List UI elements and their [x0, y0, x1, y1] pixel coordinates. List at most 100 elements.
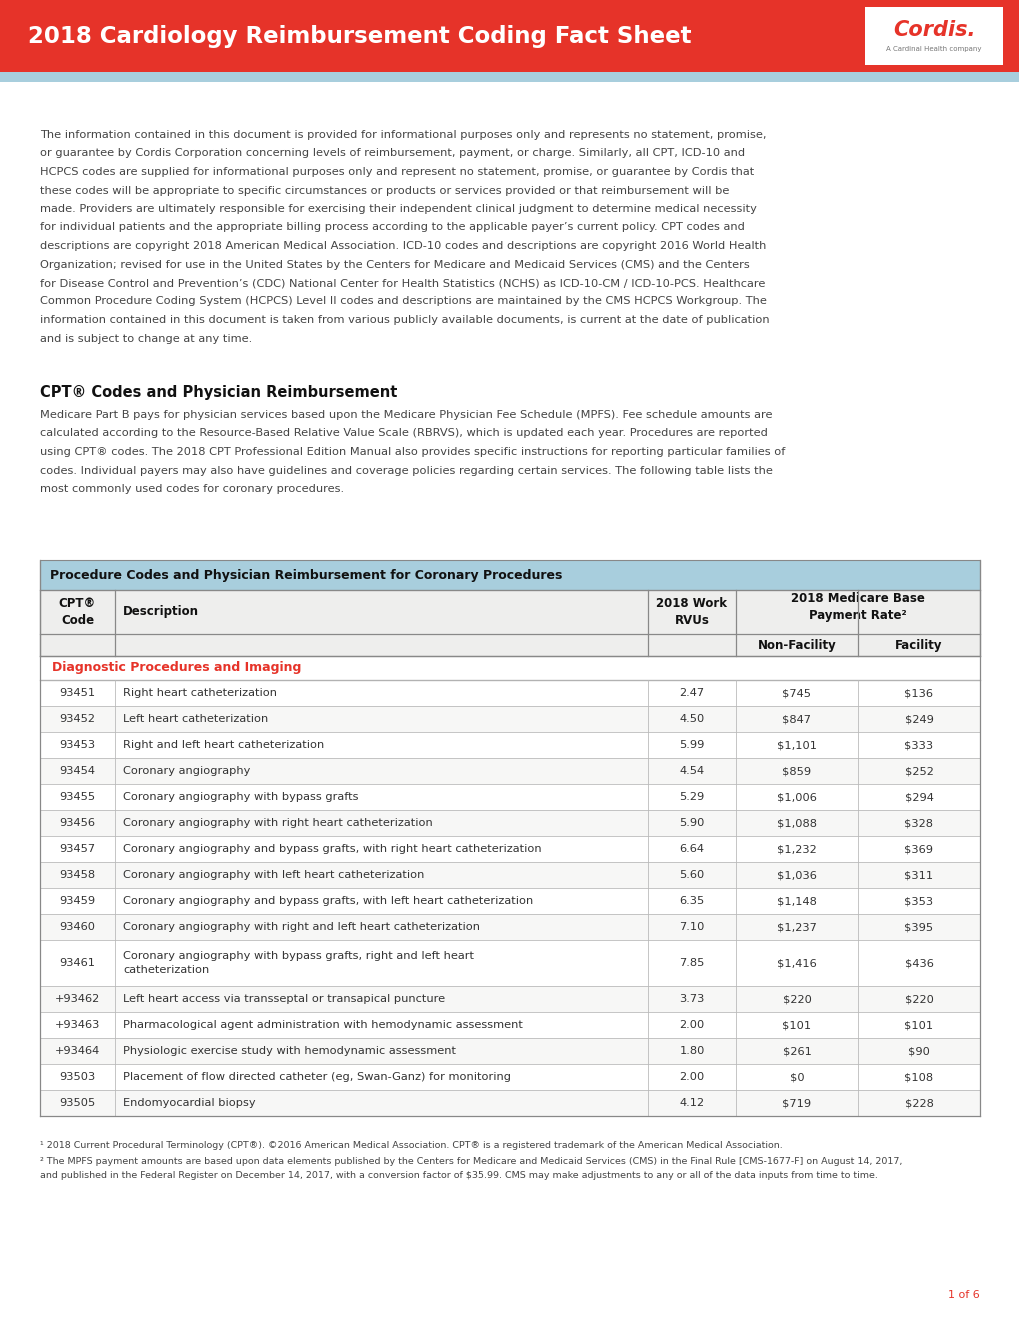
Text: +93462: +93462	[55, 994, 100, 1005]
Text: 1 of 6: 1 of 6	[948, 1290, 979, 1300]
Text: $101: $101	[782, 1020, 811, 1030]
Text: The information contained in this document is provided for informational purpose: The information contained in this docume…	[40, 129, 765, 140]
Text: 2.00: 2.00	[679, 1072, 704, 1082]
Text: Pharmacological agent administration with hemodynamic assessment: Pharmacological agent administration wit…	[123, 1020, 523, 1030]
Text: Diagnostic Procedures and Imaging: Diagnostic Procedures and Imaging	[52, 661, 301, 675]
Text: 1.80: 1.80	[679, 1045, 704, 1056]
Text: Coronary angiography with bypass grafts: Coronary angiography with bypass grafts	[123, 792, 358, 803]
Text: $1,036: $1,036	[776, 870, 816, 880]
Text: Non-Facility: Non-Facility	[757, 639, 836, 652]
Text: +93464: +93464	[55, 1045, 100, 1056]
Text: Left heart access via transseptal or transapical puncture: Left heart access via transseptal or tra…	[123, 994, 444, 1005]
Text: for individual patients and the appropriate billing process according to the app: for individual patients and the appropri…	[40, 223, 744, 232]
Bar	[864, 7, 1002, 65]
Text: A Cardinal Health company: A Cardinal Health company	[886, 46, 981, 53]
Text: $294: $294	[904, 792, 932, 803]
Text: 93456: 93456	[59, 818, 96, 828]
Text: $136: $136	[904, 688, 932, 698]
Text: Coronary angiography with right heart catheterization: Coronary angiography with right heart ca…	[123, 818, 432, 828]
Bar	[40, 784, 979, 810]
Text: 5.99: 5.99	[679, 741, 704, 750]
Text: descriptions are copyright 2018 American Medical Association. ICD-10 codes and d: descriptions are copyright 2018 American…	[40, 242, 765, 251]
Text: $333: $333	[904, 741, 932, 750]
Text: Coronary angiography with left heart catheterization: Coronary angiography with left heart cat…	[123, 870, 424, 880]
Text: $101: $101	[904, 1020, 932, 1030]
Bar	[40, 1064, 979, 1090]
Text: $353: $353	[904, 896, 932, 906]
Bar	[40, 634, 979, 656]
Bar	[0, 73, 1019, 82]
Text: +93463: +93463	[55, 1020, 100, 1030]
Text: 93457: 93457	[59, 843, 96, 854]
Bar	[40, 986, 979, 1012]
Text: 93451: 93451	[59, 688, 96, 698]
Text: made. Providers are ultimately responsible for exercising their independent clin: made. Providers are ultimately responsib…	[40, 205, 756, 214]
Text: 93461: 93461	[59, 958, 96, 968]
Text: Right heart catheterization: Right heart catheterization	[123, 688, 277, 698]
Bar	[0, 0, 1019, 73]
Text: $1,232: $1,232	[776, 843, 816, 854]
Text: 2018 Medicare Base
Payment Rate²: 2018 Medicare Base Payment Rate²	[791, 591, 924, 622]
Text: $1,416: $1,416	[776, 958, 816, 968]
Bar	[40, 656, 979, 680]
Text: CPT®
Code: CPT® Code	[59, 597, 96, 627]
Text: Endomyocardial biopsy: Endomyocardial biopsy	[123, 1098, 256, 1107]
Text: 93460: 93460	[59, 921, 96, 932]
Bar	[40, 758, 979, 784]
Text: 93454: 93454	[59, 766, 96, 776]
Text: 93459: 93459	[59, 896, 96, 906]
Text: and published in the Federal Register on December 14, 2017, with a conversion fa: and published in the Federal Register on…	[40, 1171, 877, 1180]
Text: 93452: 93452	[59, 714, 96, 723]
Text: $261: $261	[782, 1045, 811, 1056]
Text: or guarantee by Cordis Corporation concerning levels of reimbursement, payment, : or guarantee by Cordis Corporation conce…	[40, 149, 745, 158]
Text: $228: $228	[904, 1098, 932, 1107]
Bar	[40, 560, 979, 590]
Text: Facility: Facility	[895, 639, 942, 652]
Text: 6.64: 6.64	[679, 843, 704, 854]
Text: $395: $395	[904, 921, 932, 932]
Text: $847: $847	[782, 714, 811, 723]
Bar	[40, 913, 979, 940]
Text: codes. Individual payers may also have guidelines and coverage policies regardin: codes. Individual payers may also have g…	[40, 466, 772, 475]
Text: and is subject to change at any time.: and is subject to change at any time.	[40, 334, 252, 343]
Text: 93503: 93503	[59, 1072, 96, 1082]
Text: $436: $436	[904, 958, 932, 968]
Text: $369: $369	[904, 843, 932, 854]
Text: $1,148: $1,148	[776, 896, 816, 906]
Text: $859: $859	[782, 766, 811, 776]
Bar	[40, 836, 979, 862]
Text: $90: $90	[907, 1045, 929, 1056]
Text: 4.12: 4.12	[679, 1098, 704, 1107]
Text: $1,088: $1,088	[776, 818, 816, 828]
Bar	[40, 590, 979, 634]
Text: Left heart catheterization: Left heart catheterization	[123, 714, 268, 723]
Text: Coronary angiography: Coronary angiography	[123, 766, 250, 776]
Text: HCPCS codes are supplied for informational purposes only and represent no statem: HCPCS codes are supplied for information…	[40, 168, 753, 177]
Bar	[40, 1090, 979, 1115]
Text: for Disease Control and Prevention’s (CDC) National Center for Health Statistics: for Disease Control and Prevention’s (CD…	[40, 279, 764, 288]
Text: 7.10: 7.10	[679, 921, 704, 932]
Text: 2.47: 2.47	[679, 688, 704, 698]
Text: 5.90: 5.90	[679, 818, 704, 828]
Bar	[40, 1012, 979, 1038]
Text: 2018 Cardiology Reimbursement Coding Fact Sheet: 2018 Cardiology Reimbursement Coding Fac…	[28, 25, 691, 49]
Text: Procedure Codes and Physician Reimbursement for Coronary Procedures: Procedure Codes and Physician Reimbursem…	[50, 569, 561, 582]
Bar	[40, 862, 979, 888]
Text: Coronary angiography with right and left heart catheterization: Coronary angiography with right and left…	[123, 921, 480, 932]
Text: $1,006: $1,006	[776, 792, 816, 803]
Bar	[40, 560, 979, 590]
Text: $108: $108	[904, 1072, 932, 1082]
Bar	[40, 940, 979, 986]
Text: 5.60: 5.60	[679, 870, 704, 880]
Bar	[40, 733, 979, 758]
Text: 2.00: 2.00	[679, 1020, 704, 1030]
Text: $249: $249	[904, 714, 932, 723]
Text: CPT® Codes and Physician Reimbursement: CPT® Codes and Physician Reimbursement	[40, 385, 397, 400]
Text: $745: $745	[782, 688, 811, 698]
Text: $311: $311	[904, 870, 932, 880]
Text: $220: $220	[782, 994, 811, 1005]
Text: $719: $719	[782, 1098, 811, 1107]
Text: Placement of flow directed catheter (eg, Swan-Ganz) for monitoring: Placement of flow directed catheter (eg,…	[123, 1072, 511, 1082]
Text: Coronary angiography and bypass grafts, with right heart catheterization: Coronary angiography and bypass grafts, …	[123, 843, 541, 854]
Text: 6.35: 6.35	[679, 896, 704, 906]
